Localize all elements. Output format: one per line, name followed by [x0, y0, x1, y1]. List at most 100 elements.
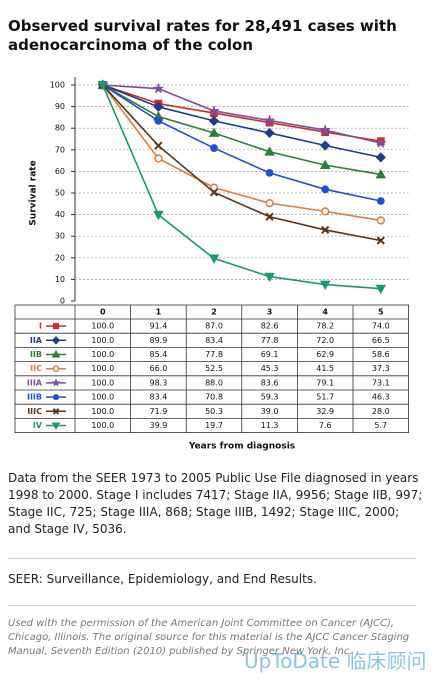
- legend-label: IIC: [30, 364, 42, 373]
- x-tick-label: 1: [156, 308, 162, 317]
- credit: Used with the permission of the American…: [8, 618, 410, 657]
- table-cell: 100.0: [91, 350, 114, 359]
- table-cell: 77.8: [261, 336, 279, 345]
- marker: [265, 169, 274, 177]
- legend-label: IIA: [30, 336, 43, 345]
- table-cell: 66.0: [149, 364, 167, 373]
- table-cell: 100.0: [91, 364, 114, 373]
- y-tick-label: 40: [55, 210, 65, 219]
- table-cell: 88.0: [205, 378, 223, 387]
- table-cell: 66.5: [372, 336, 390, 345]
- marker: [264, 115, 275, 125]
- marker: [52, 379, 60, 387]
- series-line: [102, 84, 381, 202]
- table-cell: 11.3: [261, 421, 279, 430]
- table-cell: 39.0: [261, 407, 279, 416]
- table-cell: 83.4: [149, 393, 167, 402]
- x-tick-label: 5: [378, 308, 384, 317]
- table-cell: 100.0: [91, 322, 114, 331]
- y-tick-label: 0: [60, 297, 65, 306]
- marker: [376, 216, 385, 225]
- marker: [53, 323, 59, 330]
- series-line: [102, 84, 381, 142]
- table-cell: 46.3: [372, 393, 390, 402]
- marker: [264, 127, 275, 139]
- marker: [319, 280, 331, 291]
- marker: [208, 105, 220, 116]
- y-tick-label: 20: [55, 253, 65, 262]
- x-tick-label: 3: [267, 308, 273, 317]
- y-tick-label: 100: [50, 81, 65, 90]
- marker: [376, 236, 385, 245]
- table-cell: 62.9: [316, 350, 334, 359]
- marker: [265, 199, 274, 208]
- series-line: [102, 84, 381, 242]
- table-cell: 82.6: [261, 322, 279, 331]
- marker: [153, 83, 164, 94]
- table-cell: 59.3: [261, 393, 279, 402]
- y-tick-label: 70: [55, 145, 65, 154]
- marker: [51, 422, 61, 430]
- legend-label: IIIA: [27, 378, 43, 387]
- marker: [51, 336, 61, 345]
- legend-label: IV: [33, 421, 43, 430]
- y-axis-label: Survival rate: [29, 160, 39, 225]
- note-paragraph: Data from the SEER 1973 to 2005 Public U…: [8, 471, 423, 536]
- table-cell: 78.2: [316, 322, 334, 331]
- legend-label: IIIB: [27, 393, 42, 402]
- legend-label: IIB: [30, 350, 42, 359]
- table-cell: 77.8: [205, 350, 223, 359]
- table-cell: 79.1: [316, 378, 334, 387]
- x-tick-label: 4: [322, 308, 328, 317]
- series-line: [102, 84, 381, 290]
- table-cell: 28.0: [372, 407, 390, 416]
- y-tick-label: 90: [55, 102, 65, 111]
- marker: [153, 210, 164, 221]
- definition: SEER: Surveillance, Epidemiology, and En…: [8, 572, 317, 586]
- table-cell: 32.9: [316, 407, 334, 416]
- marker: [376, 197, 385, 205]
- legend-label: IIIC: [27, 407, 42, 416]
- table-cell: 100.0: [91, 336, 114, 345]
- marker: [321, 225, 330, 235]
- table-cell: 83.6: [261, 378, 279, 387]
- table-cell: 89.9: [149, 336, 167, 345]
- marker: [154, 116, 163, 125]
- marker: [321, 185, 330, 194]
- marker: [265, 212, 274, 221]
- chart: Survival rate Years from diagnosis 01020…: [14, 77, 410, 452]
- divider: [8, 558, 416, 559]
- marker: [320, 124, 331, 135]
- table-border: [14, 304, 410, 433]
- marker: [154, 154, 163, 163]
- table-cell: 39.9: [149, 421, 167, 430]
- y-tick-label: 50: [55, 189, 65, 198]
- table-cell: 74.0: [372, 322, 390, 331]
- marker: [375, 152, 386, 163]
- series-line: [102, 84, 381, 159]
- table-cell: 45.3: [261, 364, 279, 373]
- table-cell: 87.0: [205, 322, 223, 331]
- table-cell: 50.3: [205, 407, 223, 416]
- table-cell: 69.1: [261, 350, 279, 359]
- table-cell: 100.0: [91, 393, 114, 402]
- table-cell: 41.5: [316, 364, 334, 373]
- chart-title: Observed survival rates for 28,491 cases…: [8, 17, 397, 54]
- marker: [208, 254, 220, 264]
- table-cell: 91.4: [149, 322, 167, 331]
- y-tick-label: 60: [55, 167, 65, 176]
- marker: [51, 350, 61, 358]
- table-cell: 98.3: [149, 378, 167, 387]
- marker: [320, 140, 331, 151]
- y-tick-label: 10: [55, 275, 65, 284]
- marker: [375, 137, 386, 148]
- series-line: [102, 84, 381, 176]
- marker: [208, 127, 220, 137]
- marker: [208, 115, 220, 126]
- table-cell: 100.0: [91, 407, 114, 416]
- table-cell: 52.5: [205, 364, 223, 373]
- marker: [264, 146, 275, 156]
- marker: [264, 272, 275, 283]
- table-cell: 51.7: [316, 393, 334, 402]
- table-cell: 7.6: [319, 421, 332, 430]
